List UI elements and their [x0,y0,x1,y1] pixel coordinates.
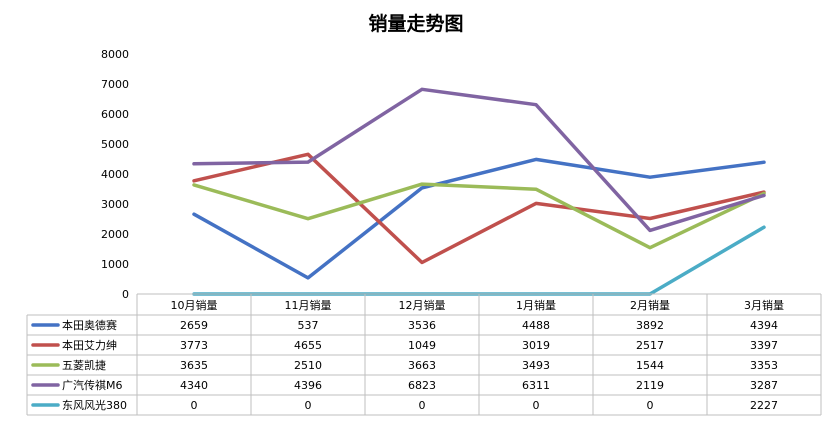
data-point [534,188,538,191]
data-point [420,186,424,190]
data-point [648,246,652,249]
series-line-1 [192,157,766,280]
data-point [420,182,424,186]
data-label: 0 [647,399,654,412]
legend-label: 广汽传祺M6 [62,378,123,392]
data-label: 3397 [750,339,778,352]
data-label: 6823 [408,379,436,392]
data-label: 3892 [636,319,664,332]
data-label: 3663 [408,359,436,372]
data-label: 0 [419,399,426,412]
series-line-2 [192,152,766,265]
y-tick-label: 4000 [101,168,129,181]
data-label: 6311 [522,379,550,392]
data-point [306,217,310,220]
x-category-label: 10月销量 [171,298,218,312]
data-point [762,194,766,197]
series-line-3 [192,182,766,250]
x-category-label: 2月销量 [630,298,670,312]
data-label: 2510 [294,359,322,372]
data-label: 3773 [180,339,208,352]
x-category-label: 12月销量 [399,298,446,312]
data-point [648,229,652,232]
data-point [762,160,766,164]
data-label: 4396 [294,379,322,392]
data-label: 3536 [408,319,436,332]
data-point [306,160,310,164]
data-label: 0 [305,399,312,412]
y-tick-label: 2000 [101,228,129,241]
data-label: 537 [298,319,319,332]
y-tick-label: 6000 [101,108,129,121]
data-label: 0 [191,399,198,412]
data-point [648,217,652,220]
legend-label: 五菱凯捷 [62,358,106,372]
data-label: 2517 [636,339,664,352]
y-tick-label: 7000 [101,78,129,91]
data-label: 3635 [180,359,208,372]
data-label: 3019 [522,339,550,352]
y-tick-label: 5000 [101,138,129,151]
x-category-label: 11月销量 [285,298,332,312]
data-point [192,179,196,183]
data-label: 3493 [522,359,550,372]
data-point [534,103,538,106]
data-label: 4655 [294,339,322,352]
data-label: 3287 [750,379,778,392]
data-label: 2659 [180,319,208,332]
data-point [534,202,538,205]
data-point [762,225,766,229]
data-label: 4340 [180,379,208,392]
data-point [192,162,196,165]
data-point [420,88,424,91]
chart-title: 销量走势图 [368,12,463,35]
legend-label: 东风风光380 [62,398,127,412]
data-point [306,153,310,156]
data-point [420,261,424,264]
data-point [192,213,196,216]
x-category-label: 1月销量 [516,298,556,312]
y-tick-label: 1000 [101,258,129,271]
series-line-4 [192,87,766,233]
data-label: 2227 [750,399,778,412]
legend-label: 本田艾力绅 [62,338,117,352]
plot-area [192,87,766,296]
data-label: 1049 [408,339,436,352]
legend-label: 本田奥德赛 [62,318,117,332]
x-category-label: 3月销量 [744,298,784,312]
y-tick-label: 3000 [101,198,129,211]
data-label: 2119 [636,379,664,392]
y-axis: 0 1000 2000 3000 4000 5000 6000 7000 8000 [101,48,129,301]
data-label: 3353 [750,359,778,372]
data-point [306,276,310,280]
y-tick-label: 8000 [101,48,129,61]
data-point [534,158,538,161]
data-label: 0 [533,399,540,412]
data-label: 4394 [750,319,778,332]
data-point [648,176,652,179]
data-label: 1544 [636,359,664,372]
y-tick-label: 0 [122,288,129,301]
data-label: 4488 [522,319,550,332]
data-point [192,183,196,187]
